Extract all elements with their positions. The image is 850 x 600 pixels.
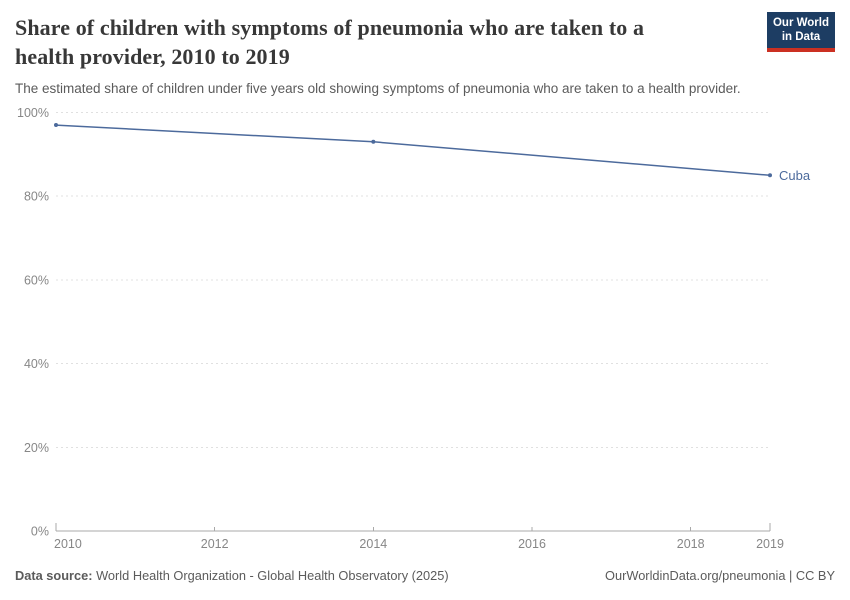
data-line — [55, 124, 771, 177]
owid-logo: Our World in Data — [767, 12, 835, 52]
page-title-line2: health provider, 2010 to 2019 — [15, 43, 290, 69]
data-source-value: World Health Organization - Global Healt… — [92, 568, 449, 583]
x-tick-label: 2016 — [518, 537, 546, 551]
chart-header: Share of children with symptoms of pneum… — [15, 14, 835, 98]
page-title: Share of children with symptoms of pneum… — [15, 14, 835, 71]
data-source-label: Data source: — [15, 568, 93, 583]
y-tick-label: 40% — [24, 357, 49, 371]
owid-logo-line1: Our World — [772, 17, 829, 29]
entity-label: Cuba — [779, 168, 811, 183]
x-tick-label: 2010 — [54, 537, 82, 551]
x-tick-label: 2019 — [756, 537, 784, 551]
data-point — [371, 139, 376, 144]
y-tick-label: 100% — [17, 106, 49, 120]
y-tick-label: 20% — [24, 441, 49, 455]
y-tick-label: 0% — [31, 525, 49, 539]
owid-logo-line2: in Data — [781, 31, 821, 43]
chart-subtitle: The estimated share of children under fi… — [15, 81, 741, 97]
y-tick-label: 60% — [24, 273, 49, 287]
data-point — [768, 173, 772, 178]
attribution: OurWorldinData.org/pneumonia | CC BY — [605, 568, 835, 583]
x-tick-label: 2014 — [359, 537, 387, 551]
page-title-line1: Share of children with symptoms of pneum… — [15, 15, 645, 40]
data-point — [54, 123, 58, 128]
x-tick-label: 2018 — [677, 537, 705, 551]
y-tick-label: 80% — [24, 190, 49, 204]
data-source: Data source: World Health Organization -… — [15, 568, 449, 583]
line-chart: 0% 20% 40% 60% 80% 100% 2010 2012 2014 2016 2018 20… — [17, 106, 811, 551]
chart-footer: Data source: World Health Organization -… — [15, 568, 835, 583]
x-tick-label: 2012 — [201, 537, 229, 551]
